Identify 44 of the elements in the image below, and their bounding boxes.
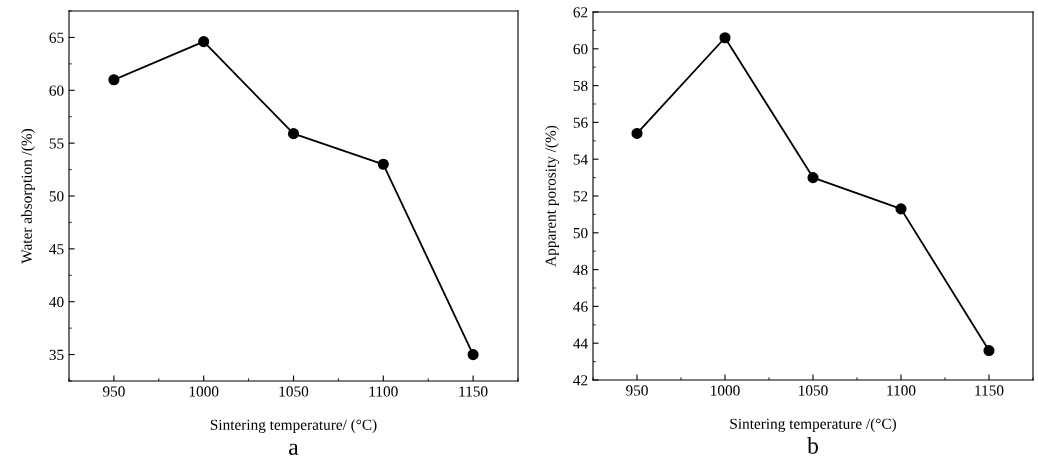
x-tick-label: 1150 bbox=[975, 385, 1004, 396]
x-tick-label: 1050 bbox=[799, 385, 828, 396]
text: a bbox=[289, 443, 299, 455]
x-axis-title: Sintering temperature/ (°C) bbox=[210, 419, 377, 434]
x-tick-label: 1150 bbox=[459, 386, 488, 397]
y-axis-title: Water absorption /(%) bbox=[21, 128, 35, 264]
y-tick-label: 60 bbox=[573, 43, 588, 55]
y-tick-label: 40 bbox=[49, 296, 64, 308]
y-tick-label: 46 bbox=[573, 301, 588, 312]
x-tick-label: 1000 bbox=[711, 385, 740, 396]
y-tick-label: 54 bbox=[573, 154, 588, 165]
point bbox=[108, 74, 120, 86]
y-tick-label: 50 bbox=[573, 227, 588, 239]
y-tick-label: 65 bbox=[49, 32, 64, 43]
point bbox=[631, 127, 643, 139]
x-axis-title: Sintering temperature /(°C) bbox=[730, 418, 896, 433]
y-axis-title: Apparent porosity /(%) bbox=[545, 125, 559, 267]
x-tick-label: 1100 bbox=[887, 385, 916, 396]
y-tick-label: 45 bbox=[49, 244, 64, 255]
x-tick-label: 1000 bbox=[189, 386, 219, 397]
y-tick-label: 50 bbox=[49, 191, 64, 202]
text: b bbox=[807, 437, 818, 454]
point bbox=[895, 203, 907, 215]
y-tick-label: 58 bbox=[573, 80, 588, 92]
point bbox=[719, 32, 731, 44]
x-tick-label: 1100 bbox=[369, 386, 398, 397]
x-tick-label: 950 bbox=[626, 385, 648, 396]
y-tick-label: 35 bbox=[49, 349, 64, 361]
point bbox=[198, 36, 210, 48]
x-tick-label: 950 bbox=[102, 386, 125, 397]
y-tick-label: 62 bbox=[573, 7, 588, 18]
y-tick-label: 48 bbox=[573, 264, 588, 276]
point bbox=[377, 158, 389, 170]
y-tick-label: 55 bbox=[49, 138, 64, 149]
y-tick-label: 44 bbox=[573, 338, 588, 349]
point bbox=[807, 172, 819, 184]
x-tick-label: 1050 bbox=[279, 386, 309, 397]
y-tick-label: 60 bbox=[49, 85, 64, 96]
point bbox=[287, 128, 300, 140]
point bbox=[983, 345, 995, 357]
y-tick-label: 52 bbox=[573, 191, 588, 202]
y-tick-label: 56 bbox=[573, 117, 588, 128]
point bbox=[467, 349, 479, 361]
y-tick-label: 42 bbox=[573, 375, 588, 386]
